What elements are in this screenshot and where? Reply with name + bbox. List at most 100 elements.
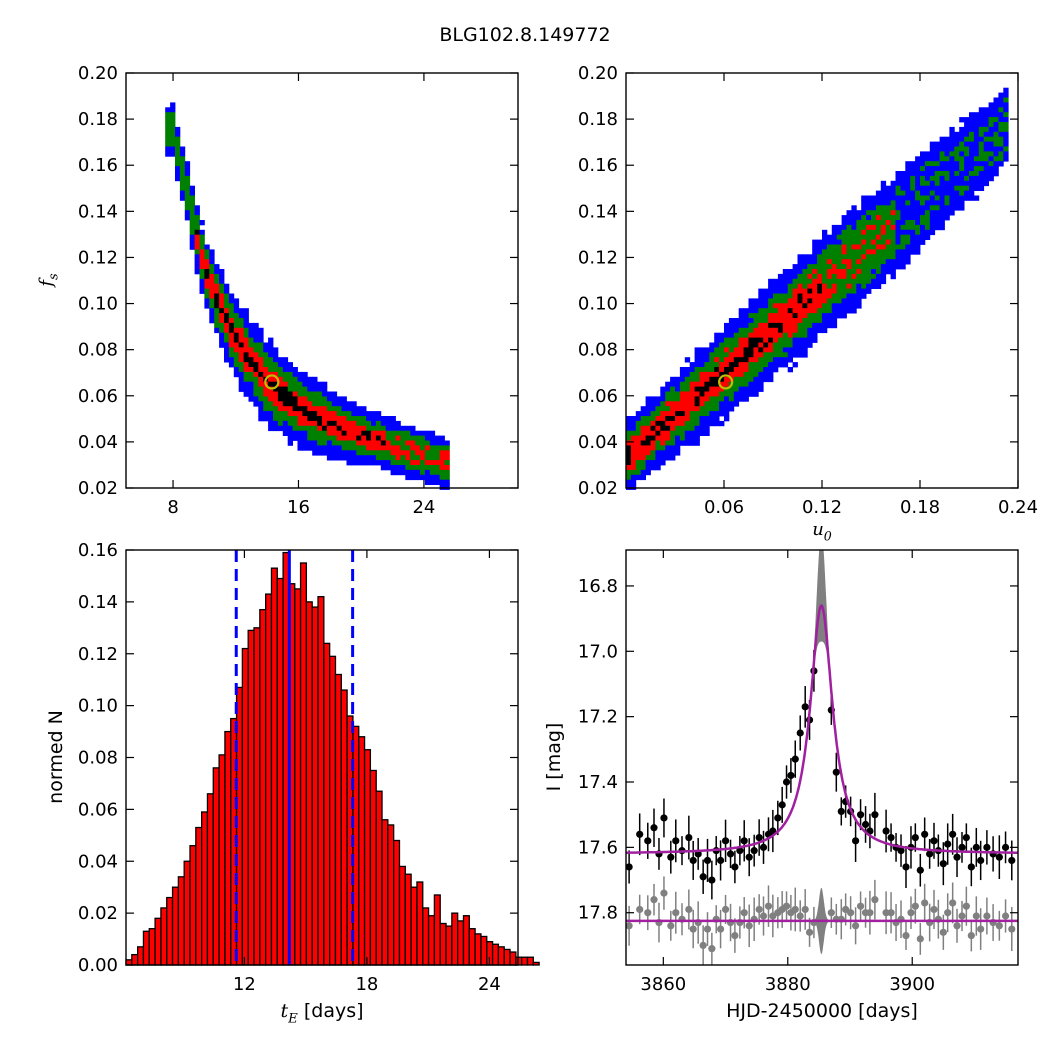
density-cell	[273, 376, 279, 383]
density-cell	[704, 371, 710, 378]
density-cell	[807, 254, 813, 260]
density-cell	[910, 195, 916, 201]
density-cell	[326, 396, 333, 402]
density-cell	[630, 460, 637, 466]
density-cell	[875, 195, 882, 201]
density-cell	[856, 244, 862, 250]
density-cell	[405, 435, 411, 441]
density-cell	[204, 259, 210, 265]
density-cell	[175, 141, 181, 147]
histogram-bar	[363, 749, 372, 966]
density-cell	[841, 224, 847, 231]
density-cell	[258, 342, 264, 348]
density-cell	[856, 298, 862, 304]
density-cell	[189, 234, 195, 240]
density-cell	[964, 141, 970, 147]
density-cell	[807, 327, 813, 334]
density-cell	[1003, 136, 1009, 142]
density-cell	[665, 416, 671, 422]
density-cell	[248, 362, 254, 368]
density-cell	[322, 420, 328, 427]
density-cell	[645, 450, 651, 456]
density-cell	[792, 318, 798, 324]
density-cell	[915, 166, 921, 172]
density-cell	[719, 362, 725, 368]
density-cell	[635, 416, 642, 422]
density-cell	[165, 107, 171, 113]
density-cell	[890, 269, 896, 275]
density-cell	[797, 254, 803, 260]
density-cell	[978, 122, 985, 128]
density-cell	[802, 322, 808, 329]
y-tick-label: 0.08	[78, 748, 118, 769]
density-cell	[444, 460, 450, 466]
density-cell	[415, 465, 421, 471]
density-cell	[929, 210, 936, 216]
residual-point	[716, 925, 725, 933]
density-cell	[277, 406, 284, 412]
density-cell	[322, 416, 328, 422]
density-cell	[846, 244, 852, 250]
y-tick-label: 0.10	[78, 294, 118, 315]
density-cell	[699, 371, 705, 378]
density-cell	[807, 259, 813, 265]
density-cell	[395, 435, 401, 441]
density-cell	[797, 288, 803, 294]
density-cell	[424, 450, 431, 456]
density-cell	[871, 234, 877, 240]
density-cell	[635, 420, 642, 427]
density-cell	[954, 205, 960, 211]
density-cell	[341, 440, 347, 446]
density-cell	[233, 347, 240, 353]
residual-point	[1001, 912, 1010, 920]
density-cell	[366, 435, 372, 441]
density-cell	[356, 411, 362, 417]
density-cell	[248, 391, 254, 397]
density-cell	[895, 224, 901, 231]
density-cell	[650, 420, 656, 427]
residual-point	[907, 909, 915, 917]
density-cell	[993, 151, 999, 157]
density-cell	[282, 391, 289, 397]
histogram-bar	[532, 961, 540, 966]
density-cell	[787, 298, 793, 304]
density-cell	[322, 396, 328, 402]
x-axis-label: HJD-2450000 [days]	[726, 1000, 918, 1022]
density-cell	[1003, 131, 1009, 138]
density-cell	[665, 420, 671, 427]
density-cell	[910, 161, 916, 167]
density-cell	[219, 332, 225, 338]
density-cell	[939, 200, 945, 206]
density-cell	[841, 254, 847, 260]
density-cell	[988, 171, 994, 177]
density-cell	[336, 420, 342, 427]
density-cell	[699, 401, 705, 407]
density-cell	[777, 298, 784, 304]
density-cell	[170, 112, 176, 118]
density-cell	[924, 229, 931, 236]
density-cell	[219, 288, 225, 294]
density-cell	[851, 259, 857, 265]
data-point	[972, 843, 980, 851]
density-cell	[939, 146, 945, 152]
density-cell	[758, 303, 764, 309]
density-cell	[753, 318, 759, 324]
density-cell	[743, 367, 749, 373]
density-cell	[302, 416, 308, 422]
residual-point	[685, 905, 693, 914]
density-cell	[733, 362, 740, 368]
density-cell	[356, 445, 362, 451]
density-cell	[273, 425, 279, 432]
x-tick-label: 8	[167, 497, 178, 518]
density-cell	[699, 406, 705, 412]
density-cell	[939, 171, 945, 177]
density-cell	[214, 293, 220, 299]
density-cell	[885, 200, 891, 206]
density-cell	[792, 308, 798, 314]
density-cell	[777, 273, 784, 280]
density-cell	[812, 332, 818, 338]
density-cell	[410, 435, 416, 441]
density-cell	[861, 278, 867, 285]
density-cell	[326, 401, 333, 407]
density-cell	[292, 430, 298, 436]
